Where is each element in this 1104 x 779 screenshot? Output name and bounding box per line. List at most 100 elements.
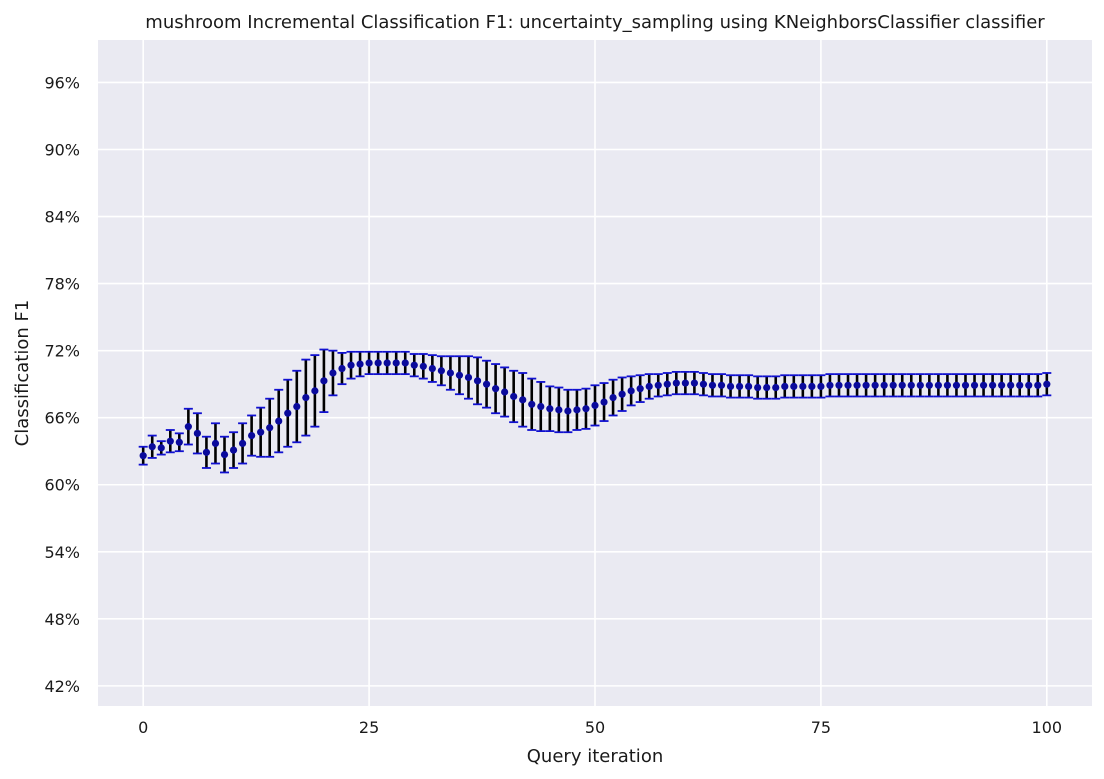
data-point [184,423,192,431]
data-point [410,361,418,369]
data-point [1016,381,1024,389]
data-point [482,380,491,388]
y-tick-label: 48% [44,610,80,629]
data-point [979,381,988,389]
data-point [699,380,708,388]
data-point [898,381,906,389]
data-point [717,381,726,389]
data-point [464,373,473,382]
data-point [880,381,888,389]
chart-title: mushroom Incremental Classification F1: … [145,12,1045,33]
data-point [564,407,572,415]
data-point [916,381,924,389]
data-point [708,381,717,389]
y-tick-label: 90% [44,141,80,160]
data-point [347,361,355,369]
data-point [573,406,581,414]
data-point [473,377,482,385]
data-point [139,452,147,460]
x-axis-label: Query iteration [527,746,663,767]
y-tick-label: 84% [44,208,80,227]
data-point [998,381,1006,389]
data-point [681,379,689,387]
data-point [943,381,952,389]
data-point [754,383,762,392]
data-point [437,367,445,375]
y-tick-label: 72% [44,342,80,361]
x-tick-labels: 0 25 50 75 100 [138,718,1062,737]
data-point [248,431,256,440]
data-point [1007,381,1015,389]
data-point [338,364,346,373]
data-point [871,381,879,389]
data-point [745,382,753,391]
data-points [139,359,1051,460]
data-point [175,438,183,446]
data-point [284,409,292,417]
data-point [455,371,464,379]
data-point [799,382,807,391]
x-tick-label: 25 [359,718,379,737]
data-point [609,393,617,402]
data-point [663,380,671,388]
data-point [446,369,455,377]
data-point [275,417,283,425]
data-point [157,444,165,452]
y-tick-label: 60% [44,476,80,495]
data-point [961,381,970,389]
data-point [645,382,653,391]
data-point [537,402,545,411]
data-point [383,359,391,367]
data-point [293,402,301,411]
data-point [1043,380,1051,388]
y-tick-label: 66% [44,409,80,428]
data-point [229,446,238,454]
data-point [266,424,274,432]
data-point [374,359,382,367]
data-point [844,381,852,389]
data-point [952,381,961,389]
data-point [790,382,798,391]
y-tick-label: 78% [44,275,80,294]
data-point [392,359,400,367]
y-tick-label: 42% [44,677,80,696]
y-axis-label: Classification F1 [12,300,33,447]
data-point [636,385,644,393]
data-point [763,383,771,392]
data-point [419,362,427,370]
y-tick-labels: 42% 48% 54% 60% 66% 72% 78% 84% 90% 96% [44,73,80,695]
data-point [1025,381,1033,389]
data-point [591,401,599,410]
x-tick-label: 75 [811,718,831,737]
data-point [934,381,942,389]
data-point [970,381,979,389]
data-point [501,388,509,396]
data-point [211,439,220,447]
data-point [735,382,744,391]
y-tick-label: 54% [44,543,80,562]
data-point [492,385,500,393]
data-point [726,382,735,391]
data-point [193,429,201,437]
data-point [365,359,373,367]
data-point [654,381,662,389]
data-point [862,381,870,389]
data-point [600,398,608,406]
data-point [528,400,536,408]
x-tick-label: 0 [138,718,148,737]
data-point [202,448,211,456]
data-point [356,360,364,368]
data-point [835,381,843,389]
data-point [781,382,789,391]
data-point [220,450,229,459]
data-point [582,405,590,413]
data-point [853,381,861,389]
data-point [925,381,933,389]
data-point [302,393,310,402]
data-point [257,428,265,436]
data-point [320,377,328,385]
data-point [808,382,816,391]
data-point [907,381,915,389]
